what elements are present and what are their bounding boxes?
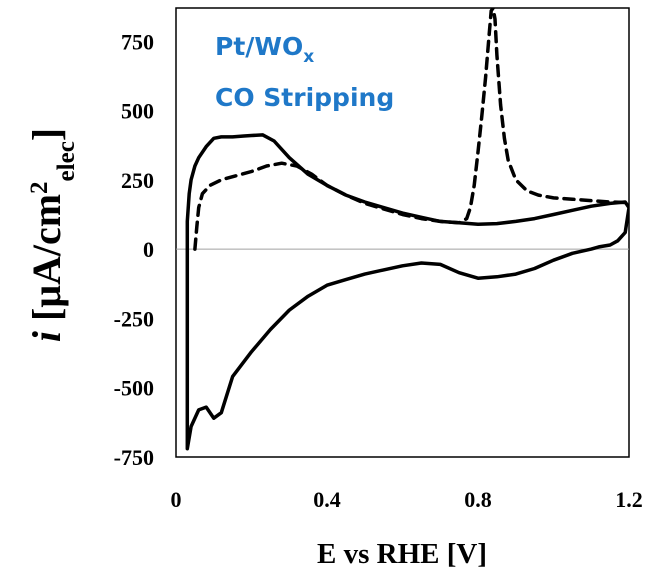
y-tick-label: -250 [114,306,154,331]
y-tick-label: 0 [143,237,154,262]
y-axis-title: i [μA/cm2elec] [24,128,80,342]
x-tick-label: 0.4 [313,487,341,512]
y-axis-title-sub: elec [53,141,80,181]
annotation-line1-sub: x [303,47,314,67]
y-tick-label: -500 [114,376,154,401]
x-axis-title: E vs RHE [V] [317,538,487,570]
x-tick-labels: 0 0.4 0.8 1.2 [171,487,643,512]
plot-frame [175,7,630,458]
annotation-line1: Pt/WOx [215,32,314,67]
x-tick-label: 1.2 [615,487,643,512]
annotation-line2: CO Stripping [215,83,394,112]
annotation-line1-main: Pt/WO [215,32,303,61]
y-tick-labels: 750 500 250 0 -250 -500 -750 [114,29,154,470]
y-tick-label: 750 [121,29,154,54]
y-axis-title-main: [μA/cm [24,194,69,331]
x-tick-label: 0.8 [464,487,492,512]
y-axis-title-sup: 2 [26,181,53,194]
y-axis-title-close: ] [24,128,69,141]
series-layer [185,8,629,451]
y-tick-label: 500 [121,99,154,124]
series-line-dashed [193,8,629,251]
series-line-solid [185,133,629,451]
y-tick-label: -750 [114,445,154,470]
x-tick-label: 0 [171,487,182,512]
y-tick-label: 250 [121,168,154,193]
y-axis-title-italic: i [24,331,69,342]
